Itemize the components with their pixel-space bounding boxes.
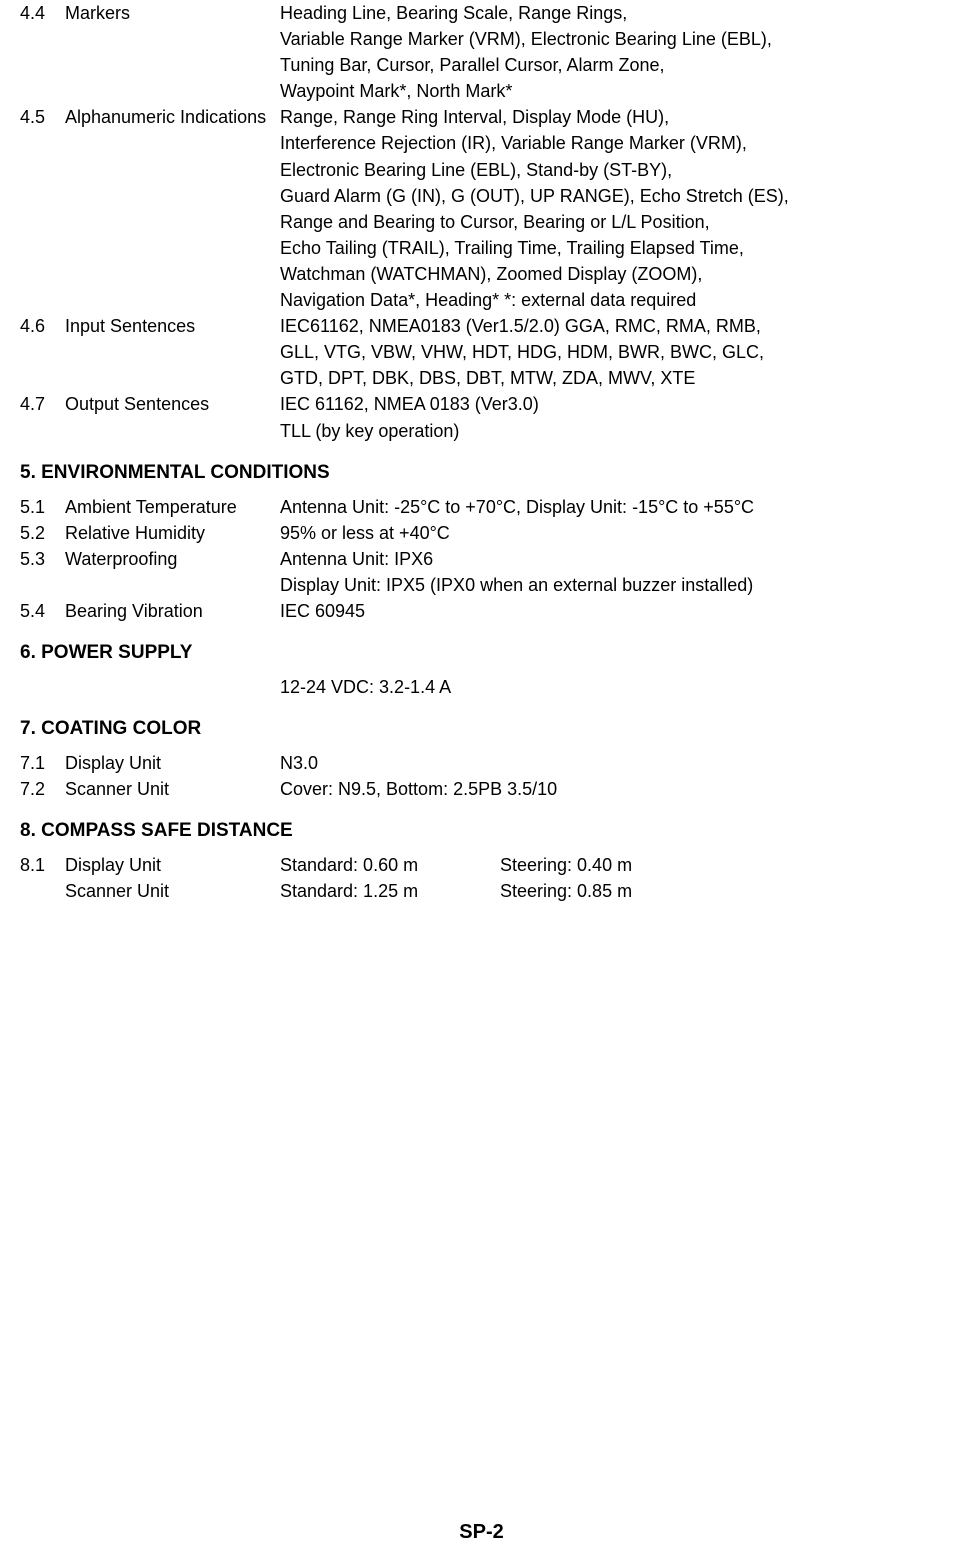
spec-continuation: Display Unit: IPX5 (IPX0 when an externa… — [20, 572, 943, 598]
spec-continuation: Echo Tailing (TRAIL), Trailing Time, Tra… — [20, 235, 943, 261]
compass-label: Display Unit — [65, 852, 280, 878]
spec-row: 5.1Ambient TemperatureAntenna Unit: -25°… — [20, 494, 943, 520]
spec-num: 7.1 — [20, 750, 65, 776]
spec-value: IEC61162, NMEA0183 (Ver1.5/2.0) GGA, RMC… — [280, 313, 943, 339]
spec-value: IEC 60945 — [280, 598, 943, 624]
spec-label: Bearing Vibration — [65, 598, 280, 624]
section-7-heading: 7. COATING COLOR — [20, 718, 943, 740]
compass-label: Scanner Unit — [65, 878, 280, 904]
section-6-heading: 6. POWER SUPPLY — [20, 642, 943, 664]
spec-continuation: GLL, VTG, VBW, VHW, HDT, HDG, HDM, BWR, … — [20, 339, 943, 365]
section-8-heading: 8. COMPASS SAFE DISTANCE — [20, 820, 943, 842]
compass-steering: Steering: 0.40 m — [500, 852, 943, 878]
spec-label: Relative Humidity — [65, 520, 280, 546]
spec-row: 7.2Scanner UnitCover: N9.5, Bottom: 2.5P… — [20, 776, 943, 802]
section-5-items: 5.1Ambient TemperatureAntenna Unit: -25°… — [20, 494, 943, 624]
spec-label: Alphanumeric Indications — [65, 104, 280, 130]
spec-continuation: TLL (by key operation) — [20, 418, 943, 444]
spec-label: Scanner Unit — [65, 776, 280, 802]
compass-standard: Standard: 1.25 m — [280, 878, 500, 904]
spec-num: 7.2 — [20, 776, 65, 802]
spec-continuation: Range and Bearing to Cursor, Bearing or … — [20, 209, 943, 235]
spec-num: 4.6 — [20, 313, 65, 339]
spec-row: 5.2Relative Humidity95% or less at +40°C — [20, 520, 943, 546]
compass-num — [20, 878, 65, 904]
spec-label: Input Sentences — [65, 313, 280, 339]
spec-continuation: Tuning Bar, Cursor, Parallel Cursor, Ala… — [20, 52, 943, 78]
compass-num: 8.1 — [20, 852, 65, 878]
spec-num: 5.1 — [20, 494, 65, 520]
section-5-heading: 5. ENVIRONMENTAL CONDITIONS — [20, 462, 943, 484]
spec-value: N3.0 — [280, 750, 943, 776]
spec-label: Waterproofing — [65, 546, 280, 572]
spec-row: 4.6Input SentencesIEC61162, NMEA0183 (Ve… — [20, 313, 943, 339]
spec-row: 5.3WaterproofingAntenna Unit: IPX6 — [20, 546, 943, 572]
spec-value: Antenna Unit: IPX6 — [280, 546, 943, 572]
compass-standard: Standard: 0.60 m — [280, 852, 500, 878]
spec-value: 95% or less at +40°C — [280, 520, 943, 546]
spec-row: 4.7Output SentencesIEC 61162, NMEA 0183 … — [20, 391, 943, 417]
spec-continuation: GTD, DPT, DBK, DBS, DBT, MTW, ZDA, MWV, … — [20, 365, 943, 391]
spec-num: 5.2 — [20, 520, 65, 546]
section-6-value: 12-24 VDC: 3.2-1.4 A — [20, 674, 943, 700]
spec-num: 5.3 — [20, 546, 65, 572]
spec-continuation: Navigation Data*, Heading* *: external d… — [20, 287, 943, 313]
spec-continuation: Watchman (WATCHMAN), Zoomed Display (ZOO… — [20, 261, 943, 287]
spec-row: 7.1Display UnitN3.0 — [20, 750, 943, 776]
spec-row: 4.4MarkersHeading Line, Bearing Scale, R… — [20, 0, 943, 26]
spec-value: Antenna Unit: -25°C to +70°C, Display Un… — [280, 494, 943, 520]
spec-value: Range, Range Ring Interval, Display Mode… — [280, 104, 943, 130]
spec-value: Heading Line, Bearing Scale, Range Rings… — [280, 0, 943, 26]
spec-row: 5.4Bearing VibrationIEC 60945 — [20, 598, 943, 624]
spec-continuation: Electronic Bearing Line (EBL), Stand-by … — [20, 157, 943, 183]
spec-continuation: Variable Range Marker (VRM), Electronic … — [20, 26, 943, 52]
spec-label: Output Sentences — [65, 391, 280, 417]
spec-label: Ambient Temperature — [65, 494, 280, 520]
spec-continuation: Waypoint Mark*, North Mark* — [20, 78, 943, 104]
spec-num: 4.5 — [20, 104, 65, 130]
spec-value: IEC 61162, NMEA 0183 (Ver3.0) — [280, 391, 943, 417]
spec-continuation: Guard Alarm (G (IN), G (OUT), UP RANGE),… — [20, 183, 943, 209]
spec-label: Markers — [65, 0, 280, 26]
section-8-items: 8.1Display UnitStandard: 0.60 mSteering:… — [20, 852, 943, 904]
compass-row: 8.1Display UnitStandard: 0.60 mSteering:… — [20, 852, 943, 878]
spec-num: 4.7 — [20, 391, 65, 417]
spec-label: Display Unit — [65, 750, 280, 776]
compass-steering: Steering: 0.85 m — [500, 878, 943, 904]
section-4-items: 4.4MarkersHeading Line, Bearing Scale, R… — [20, 0, 943, 444]
spec-row: 4.5Alphanumeric IndicationsRange, Range … — [20, 104, 943, 130]
page-number: SP-2 — [0, 1521, 963, 1544]
spec-value: Cover: N9.5, Bottom: 2.5PB 3.5/10 — [280, 776, 943, 802]
compass-row: Scanner UnitStandard: 1.25 mSteering: 0.… — [20, 878, 943, 904]
spec-num: 5.4 — [20, 598, 65, 624]
spec-num: 4.4 — [20, 0, 65, 26]
section-7-items: 7.1Display UnitN3.07.2Scanner UnitCover:… — [20, 750, 943, 802]
spec-continuation: Interference Rejection (IR), Variable Ra… — [20, 130, 943, 156]
